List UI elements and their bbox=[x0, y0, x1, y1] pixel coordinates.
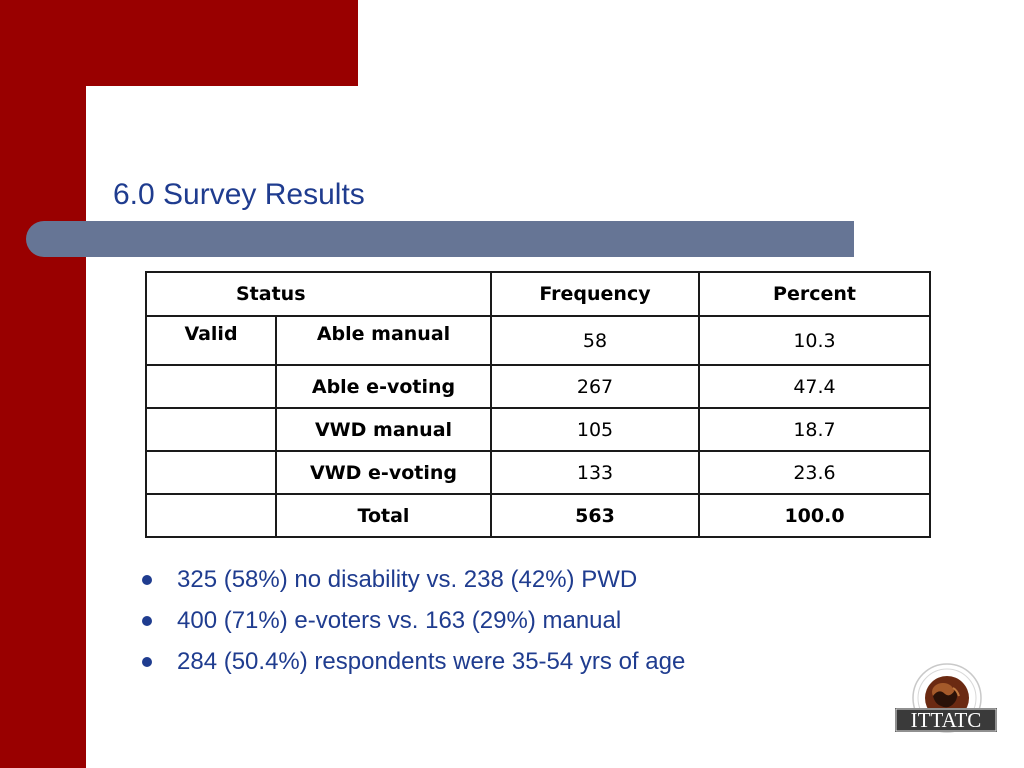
table-total-row: Total 563 100.0 bbox=[145, 493, 931, 538]
table-cell-blank bbox=[145, 364, 277, 409]
table-cell-status: Able e-voting bbox=[275, 364, 492, 409]
table-cell-percent: 47.4 bbox=[698, 364, 931, 409]
table-cell-status: VWD e-voting bbox=[275, 450, 492, 495]
bullet-text: 284 (50.4%) respondents were 35-54 yrs o… bbox=[177, 648, 686, 675]
content-corner bbox=[86, 86, 206, 206]
table-cell-percent: 23.6 bbox=[698, 450, 931, 495]
table-cell-status: VWD manual bbox=[275, 407, 492, 452]
bullet-text: 325 (58%) no disability vs. 238 (42%) PW… bbox=[177, 566, 638, 593]
summary-bullet-list: 325 (58%) no disability vs. 238 (42%) PW… bbox=[140, 562, 685, 685]
table-cell-frequency: 105 bbox=[490, 407, 700, 452]
table-cell-frequency: 267 bbox=[490, 364, 700, 409]
table-cell-percent: 100.0 bbox=[698, 493, 931, 538]
table-group-label: Valid bbox=[145, 315, 277, 366]
list-item: 284 (50.4%) respondents were 35-54 yrs o… bbox=[140, 644, 685, 685]
bullet-icon bbox=[142, 657, 152, 667]
table-cell-blank bbox=[145, 493, 277, 538]
table-row: Valid Able manual 58 10.3 bbox=[145, 315, 931, 366]
bullet-text: 400 (71%) e-voters vs. 163 (29%) manual bbox=[177, 607, 622, 634]
globe-logo-icon: ITTATC bbox=[895, 663, 997, 733]
table-cell-percent: 18.7 bbox=[698, 407, 931, 452]
top-accent-band bbox=[0, 0, 358, 86]
slide-title: 6.0 Survey Results bbox=[113, 178, 365, 211]
table-header-row: Status Frequency Percent bbox=[145, 271, 931, 317]
table-cell-frequency: 133 bbox=[490, 450, 700, 495]
table-cell-frequency: 563 bbox=[490, 493, 700, 538]
table-cell-blank bbox=[145, 407, 277, 452]
bullet-icon bbox=[142, 616, 152, 626]
list-item: 400 (71%) e-voters vs. 163 (29%) manual bbox=[140, 603, 685, 644]
bullet-icon bbox=[142, 575, 152, 585]
table-cell-percent: 10.3 bbox=[698, 315, 931, 366]
table-header-blank bbox=[145, 271, 276, 317]
table-cell-blank bbox=[145, 450, 277, 495]
table-cell-status: Total bbox=[275, 493, 492, 538]
table-header-frequency: Frequency bbox=[490, 271, 700, 317]
table-header-percent: Percent bbox=[698, 271, 931, 317]
svg-text:ITTATC: ITTATC bbox=[911, 708, 982, 732]
table-row: VWD manual 105 18.7 bbox=[145, 407, 931, 452]
table-cell-status: Able manual bbox=[275, 315, 492, 366]
title-underline-bar bbox=[26, 221, 854, 257]
ittatc-logo: ITTATC bbox=[893, 658, 999, 734]
survey-results-table: Status Frequency Percent Valid Able manu… bbox=[145, 271, 931, 538]
list-item: 325 (58%) no disability vs. 238 (42%) PW… bbox=[140, 562, 685, 603]
left-accent-band bbox=[0, 0, 86, 768]
table-row: Able e-voting 267 47.4 bbox=[145, 364, 931, 409]
table-row: VWD e-voting 133 23.6 bbox=[145, 450, 931, 495]
table-header-status: Status bbox=[236, 271, 492, 317]
table-cell-frequency: 58 bbox=[490, 315, 700, 366]
